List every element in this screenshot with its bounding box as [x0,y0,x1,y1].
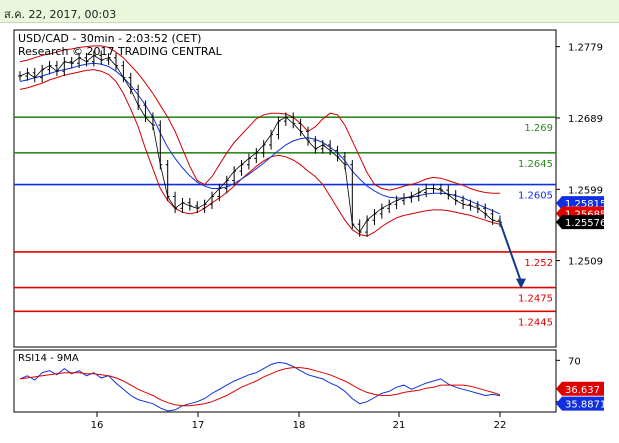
price-marker-label: 1.25815 [565,199,606,210]
level-label: 1.252 [524,258,553,269]
y-tick-label: 1.2779 [568,43,603,54]
rsi-marker [556,396,604,411]
x-tick-label: 18 [293,420,306,431]
rsi-series-rsi14 [19,361,501,412]
bollinger-lower [19,69,501,237]
rsi-y-tick-label: 70 [568,356,581,367]
rsi-series-9ma [19,367,501,407]
level-label: 1.2605 [518,191,553,202]
y-tick-label: 1.2509 [568,257,603,268]
level-label: 1.2645 [518,159,553,170]
x-tick-label: 21 [393,420,406,431]
y-tick-label: 1.2599 [568,185,603,196]
rsi-title: RSI14 - 9MA [18,353,79,364]
header-bar: ส.ค. 22, 2017, 00:03 [0,0,619,23]
rsi-marker [556,381,604,396]
forecast-arrow-line [499,221,522,282]
y-tick-label: 1.2689 [568,114,603,125]
level-label: 1.2475 [518,294,553,305]
bollinger-upper [19,45,500,194]
price-marker-label: 1.25685 [565,209,606,220]
x-tick-label: 16 [91,420,104,431]
level-label: 1.269 [524,123,553,134]
timestamp-label: ส.ค. 22, 2017, 00:03 [4,8,117,21]
rsi-panel [13,349,557,413]
price-marker [556,215,604,230]
moving-average [19,62,501,215]
level-label: 1.2445 [518,317,553,328]
x-tick-label: 22 [494,420,507,431]
chart-title: USD/CAD - 30min - 2:03:52 (CET) [18,32,201,45]
price-marker-label: 1.25576 [565,218,606,229]
forecast-arrow-head [516,278,526,289]
x-tick-label: 17 [192,420,205,431]
price-line [19,54,501,233]
rsi-marker-label: 36.637 [565,385,600,396]
main-panel [13,29,557,348]
rsi-marker-label: 35.8871 [565,400,606,411]
chart-subtitle: Research © 2017 TRADING CENTRAL [18,45,223,58]
